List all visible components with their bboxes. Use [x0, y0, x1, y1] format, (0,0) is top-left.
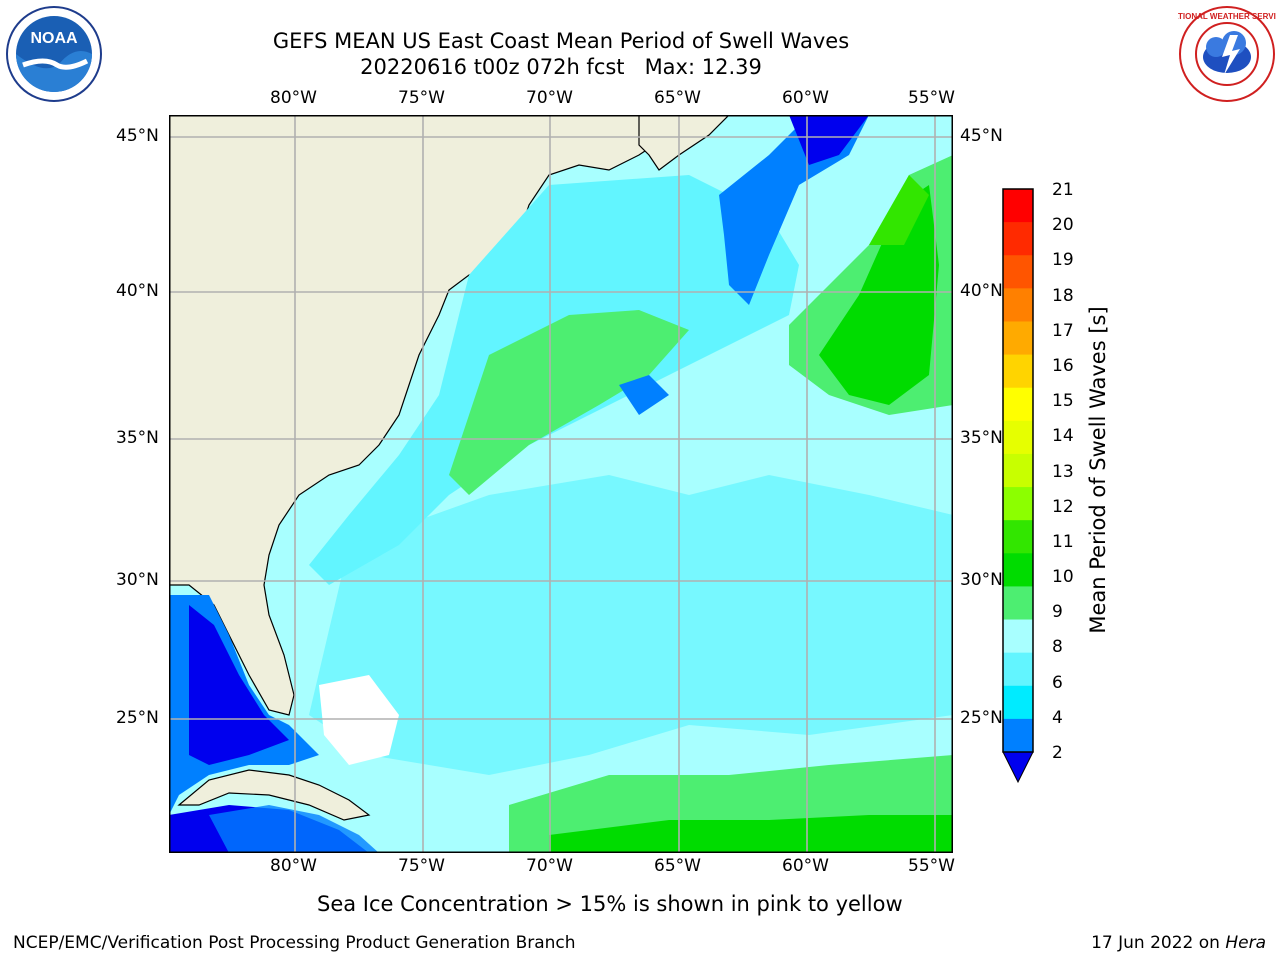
- swell-period-map: [169, 115, 953, 853]
- footer-machine: Hera: [1225, 933, 1266, 953]
- zone-2-4s-basin-east: [619, 375, 669, 415]
- zone-11-12s-core: [869, 175, 929, 245]
- land-nova-scotia: [638, 115, 730, 171]
- colorbar-tick-label: 18: [1052, 285, 1074, 306]
- colorbar-segment: [1003, 354, 1033, 389]
- title-line-1: GEFS MEAN US East Coast Mean Period of S…: [272, 29, 850, 53]
- colorbar-segment: [1003, 586, 1033, 621]
- colorbar-tick-label: 4: [1052, 707, 1063, 728]
- colorbar-tick-label: 9: [1052, 602, 1063, 623]
- colorbar-tick-label: 16: [1052, 355, 1074, 376]
- zone-10-11s-south: [549, 815, 953, 853]
- colorbar-segment: [1003, 453, 1033, 488]
- colorbar-segment: [1003, 652, 1033, 687]
- lon-label-bottom-80w: 80°W: [270, 856, 317, 876]
- lat-label-left-40n: 40°N: [116, 281, 159, 301]
- lon-label-bottom-60w: 60°W: [782, 856, 829, 876]
- colorbar-tick-label: 20: [1052, 215, 1074, 236]
- lat-label-left-45n: 45°N: [116, 126, 159, 146]
- zone-2-4s-gulf-stream: [719, 115, 869, 305]
- colorbar-tick-label: 13: [1052, 461, 1074, 482]
- colorbar-tick-label: 17: [1052, 320, 1074, 341]
- lon-label-top-80w: 80°W: [270, 88, 317, 108]
- land-cuba: [177, 769, 371, 821]
- colorbar-tick-label: 10: [1052, 567, 1074, 588]
- colorbar-segment: [1003, 520, 1033, 554]
- lat-label-left-30n: 30°N: [116, 570, 159, 590]
- colorbar-tick-label: 11: [1052, 531, 1074, 552]
- colorbar-tick-label: 12: [1052, 496, 1074, 517]
- lon-label-bottom-70w: 70°W: [526, 856, 573, 876]
- colorbar-extend-arrow: [1002, 751, 1034, 784]
- colorbar-tick-label: 6: [1052, 672, 1063, 693]
- zone-10-11s-east: [819, 185, 939, 405]
- colorbar-label: Mean Period of Swell Waves [s]: [1086, 306, 1110, 634]
- svg-text:NATIONAL WEATHER SERVICE: NATIONAL WEATHER SERVICE: [1178, 12, 1276, 21]
- colorbar-segment: [1003, 553, 1033, 587]
- colorbar-segment: [1003, 288, 1033, 322]
- colorbar-tick-label: 14: [1052, 426, 1074, 447]
- sea-ice-note: Sea Ice Concentration > 15% is shown in …: [317, 892, 903, 916]
- zone-below-2s-gulf: [189, 605, 289, 765]
- lat-label-right-25n: 25°N: [960, 708, 1003, 728]
- colorbar-segment: [1003, 387, 1033, 422]
- land-north-america: [169, 115, 690, 716]
- lat-label-left-25n: 25°N: [116, 708, 159, 728]
- lon-label-bottom-65w: 65°W: [654, 856, 701, 876]
- colorbar-tick-label: 19: [1052, 250, 1074, 271]
- colorbar-segment: [1003, 487, 1033, 521]
- lon-label-top-75w: 75°W: [398, 88, 445, 108]
- zone-9-10s-mid: [449, 310, 689, 495]
- footer-date: 17 Jun 2022 on Hera: [1091, 933, 1266, 953]
- nws-logo: NATIONAL WEATHER SERVICE: [1178, 6, 1276, 102]
- colorbar-tick-label: 2: [1052, 743, 1063, 763]
- lat-label-right-30n: 30°N: [960, 570, 1003, 590]
- colorbar-segment: [1003, 321, 1033, 356]
- lon-label-bottom-75w: 75°W: [398, 856, 445, 876]
- colorbar-tick-label: 8: [1052, 637, 1063, 658]
- colorbar-segment: [1003, 718, 1033, 753]
- colorbar-segment: [1003, 222, 1033, 256]
- svg-text:NOAA: NOAA: [30, 30, 78, 47]
- zone-below-2s-north: [789, 115, 869, 165]
- lon-label-bottom-55w: 55°W: [908, 856, 955, 876]
- lon-label-top-60w: 60°W: [782, 88, 829, 108]
- colorbar-segment: [1003, 685, 1033, 720]
- lat-label-right-40n: 40°N: [960, 281, 1003, 301]
- title-line-2: 20220616 t00z 072h fcst Max: 12.39: [360, 55, 762, 79]
- footer-date-text: 17 Jun 2022 on: [1091, 933, 1220, 953]
- lon-label-top-65w: 65°W: [654, 88, 701, 108]
- colorbar-segment: [1003, 255, 1033, 289]
- lon-label-top-55w: 55°W: [908, 88, 955, 108]
- colorbar-tick-label: 21: [1052, 180, 1074, 200]
- lon-label-top-70w: 70°W: [526, 88, 573, 108]
- colorbar: [1002, 188, 1034, 784]
- footer-branch: NCEP/EMC/Verification Post Processing Pr…: [13, 933, 576, 953]
- colorbar-tick-label: 15: [1052, 391, 1074, 412]
- lat-label-right-35n: 35°N: [960, 428, 1003, 448]
- colorbar-segment: [1003, 619, 1033, 654]
- lat-label-right-45n: 45°N: [960, 126, 1003, 146]
- lat-label-left-35n: 35°N: [116, 428, 159, 448]
- zone-6-8s-band: [309, 475, 953, 775]
- zone-2-4s-caribbean: [209, 805, 379, 853]
- colorbar-segment: [1003, 420, 1033, 455]
- colorbar-segment: [1003, 189, 1033, 223]
- bahamas-shelf: [319, 675, 399, 765]
- noaa-logo: NOAA: [6, 6, 102, 102]
